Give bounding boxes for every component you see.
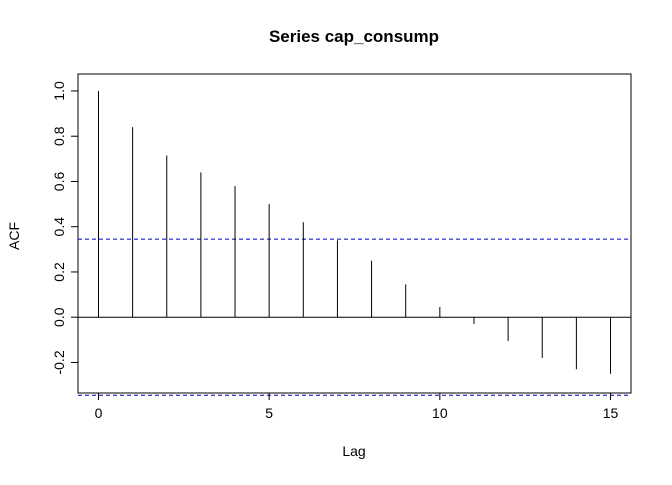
plot-frame — [77, 73, 632, 394]
y-axis-label: ACF — [6, 222, 22, 250]
chart-title: Series cap_consump — [269, 27, 439, 46]
y-tick-label-3: 0.4 — [51, 217, 67, 237]
x-tick-label-1: 5 — [265, 405, 273, 421]
y-tick-label-0: -0.2 — [51, 350, 67, 374]
x-tick-label-0: 0 — [95, 405, 103, 421]
plot-area: 0 5 10 15 -0.2 0.0 0.2 0.4 0.6 0.8 1.0 — [51, 73, 632, 421]
x-tick-label-2: 10 — [432, 405, 448, 421]
y-tick-label-5: 0.8 — [51, 126, 67, 146]
y-tick-label-2: 0.2 — [51, 262, 67, 282]
y-tick-label-6: 1.0 — [51, 81, 67, 101]
x-tick-label-3: 15 — [603, 405, 619, 421]
y-tick-label-4: 0.6 — [51, 172, 67, 192]
y-tick-label-1: 0.0 — [51, 307, 67, 327]
x-axis-label: Lag — [342, 443, 365, 459]
